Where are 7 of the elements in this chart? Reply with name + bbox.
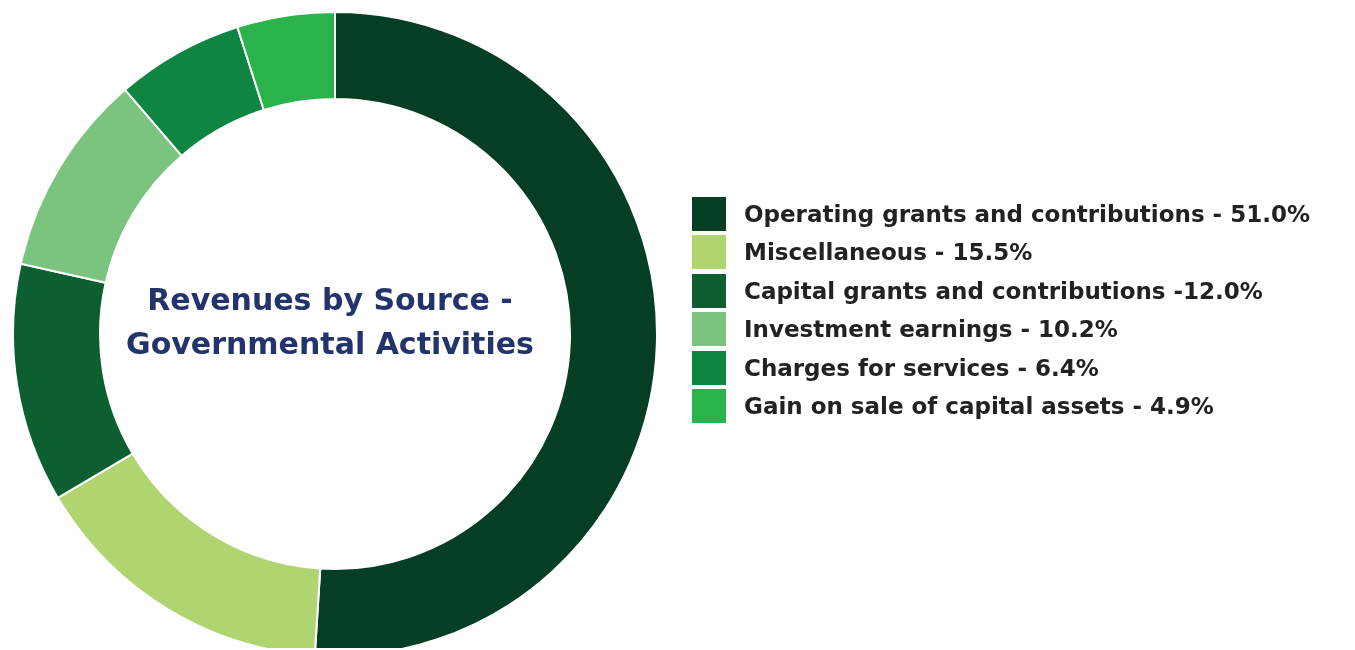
legend-label: Operating grants and contributions - 51.0% (744, 200, 1310, 227)
legend-label: Charges for services - 6.4% (744, 354, 1099, 381)
legend-label: Capital grants and contributions -12.0% (744, 277, 1263, 304)
legend-label: Gain on sale of capital assets - 4.9% (744, 393, 1214, 419)
text: Revenues by Source - Governmental Activities (125, 281, 535, 363)
legend-label: Investment earnings - 10.2% (744, 316, 1118, 342)
legend-label: Miscellaneous - 15.5% (744, 239, 1033, 265)
